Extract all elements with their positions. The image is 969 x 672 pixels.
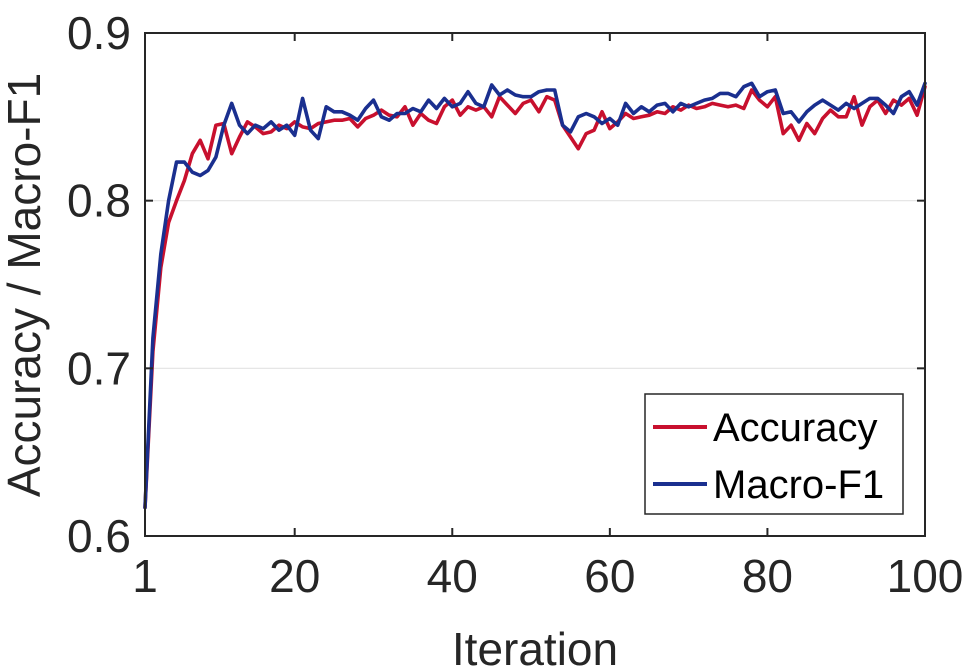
- y-tick-label: 0.7: [67, 342, 131, 394]
- y-tick-label: 0.9: [67, 7, 131, 59]
- series-line-macro-f1: [143, 81, 927, 510]
- x-tick-label: 40: [427, 550, 478, 602]
- x-tick-label: 80: [742, 550, 793, 602]
- axis-ticks: [144, 32, 926, 537]
- x-tick-label: 1: [132, 550, 158, 602]
- y-axis-label: Accuracy / Macro-F1: [0, 73, 50, 497]
- legend-box: [644, 393, 904, 515]
- x-tick-label: 100: [887, 550, 964, 602]
- y-tick-label: 0.6: [67, 510, 131, 562]
- x-tick-label: 20: [269, 550, 320, 602]
- legend-label-accuracy: Accuracy: [713, 406, 878, 450]
- y-tick-label: 0.8: [67, 175, 131, 227]
- legend: Accuracy Macro-F1: [644, 393, 904, 515]
- grid-lines: [145, 200, 925, 369]
- tick-labels: 0.6 0.7 0.8 0.9 1 20 40 60 80 100: [67, 7, 963, 602]
- plot-frame: [144, 32, 926, 537]
- x-tick-label: 60: [584, 550, 635, 602]
- legend-label-macro-f1: Macro-F1: [713, 463, 884, 507]
- x-axis-label: Iteration: [452, 623, 618, 672]
- series-layer: [143, 81, 927, 510]
